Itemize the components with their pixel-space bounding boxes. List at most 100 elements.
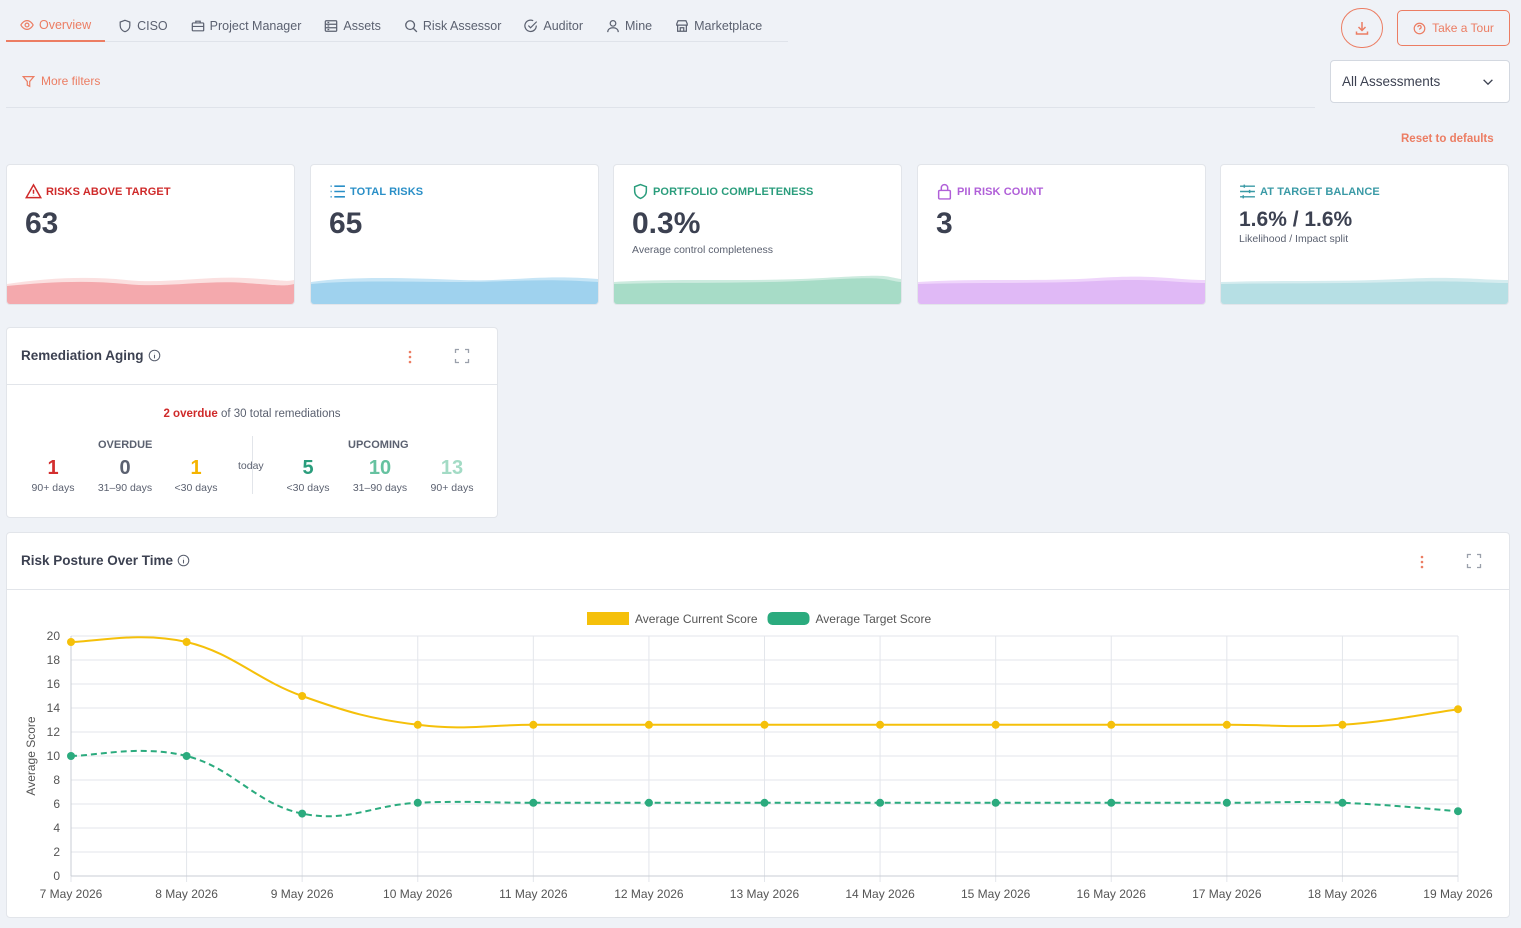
overdue-highlight: 2 overdue xyxy=(163,408,218,420)
x-tick-label: 10 May 2026 xyxy=(383,887,453,901)
server-icon xyxy=(325,19,338,32)
aging-summary: 2 overdue of 30 total remediations xyxy=(7,408,497,420)
shield-check-icon xyxy=(633,183,648,200)
aging-bucket-value: 1 xyxy=(47,457,59,479)
chevron-down-icon xyxy=(1483,78,1493,85)
x-tick-label: 14 May 2026 xyxy=(845,887,915,901)
data-point xyxy=(182,638,191,646)
check-circle-icon xyxy=(524,19,538,32)
tab-label: Overview xyxy=(39,18,92,32)
y-tick-label: 18 xyxy=(47,653,61,667)
tab-ciso[interactable]: CISO xyxy=(105,10,178,41)
panel-title: Risk Posture Over Time xyxy=(21,553,190,568)
aging-bucket-value: 13 xyxy=(440,457,464,479)
data-point xyxy=(529,798,538,807)
kpi-value: 1.6% / 1.6% xyxy=(1239,208,1353,231)
tab-auditor[interactable]: Auditor xyxy=(511,10,593,41)
tab-risk-assessor[interactable]: Risk Assessor xyxy=(391,10,512,41)
kebab-menu-icon[interactable] xyxy=(1416,553,1428,571)
tab-assets[interactable]: Assets xyxy=(311,10,391,41)
kebab-menu-icon[interactable] xyxy=(404,348,416,366)
briefcase-icon xyxy=(191,20,204,31)
x-tick-label: 17 May 2026 xyxy=(1192,887,1262,901)
kpi-label: RISKS ABOVE TARGET xyxy=(46,185,171,198)
kpi-total-risks[interactable]: TOTAL RISKS 65 xyxy=(310,164,599,305)
tab-marketplace[interactable]: Marketplace xyxy=(662,10,772,41)
kpi-value: 63 xyxy=(25,207,59,240)
kpi-pii-risk-count[interactable]: PII RISK COUNT 3 xyxy=(917,164,1206,305)
kpi-sparkline xyxy=(311,277,598,304)
download-button[interactable] xyxy=(1341,8,1383,48)
kpi-header: PORTFOLIO COMPLETENESS xyxy=(632,183,814,200)
more-filters-label: More filters xyxy=(41,74,101,88)
tab-label: Project Manager xyxy=(209,18,302,33)
sliders-icon xyxy=(1240,184,1255,199)
x-tick-label: 19 May 2026 xyxy=(1423,887,1493,901)
x-tick-label: 8 May 2026 xyxy=(155,887,218,901)
data-point xyxy=(1454,705,1462,714)
take-tour-label: Take a Tour xyxy=(1432,21,1494,35)
list-icon xyxy=(330,185,345,198)
today-divider xyxy=(252,436,253,494)
kpi-header: RISKS ABOVE TARGET xyxy=(25,183,171,200)
data-point xyxy=(1222,720,1231,729)
kpi-value: 65 xyxy=(329,207,363,240)
today-label: today xyxy=(238,460,264,472)
kpi-header: AT TARGET BALANCE xyxy=(1239,183,1380,200)
kpi-label: TOTAL RISKS xyxy=(350,185,424,198)
data-point xyxy=(644,798,653,807)
data-point xyxy=(876,720,885,729)
y-tick-label: 20 xyxy=(47,629,61,643)
aging-bucket-label: <30 days xyxy=(174,482,218,494)
assessment-select[interactable]: All Assessments xyxy=(1330,60,1510,103)
tab-label: Assets xyxy=(343,18,381,33)
aging-bucket-value: 5 xyxy=(302,457,314,479)
kpi-label: AT TARGET BALANCE xyxy=(1260,185,1380,198)
kpi-risks-above-target[interactable]: RISKS ABOVE TARGET 63 xyxy=(6,164,295,305)
remediation-aging-panel: Remediation Aging 2 overdue of 30 total … xyxy=(6,327,498,518)
tab-project-manager[interactable]: Project Manager xyxy=(178,10,312,41)
kpi-value: 3 xyxy=(936,207,953,240)
kpi-portfolio-completeness[interactable]: PORTFOLIO COMPLETENESS 0.3% Average cont… xyxy=(613,164,902,305)
aging-bucket-value: 10 xyxy=(368,457,392,479)
info-icon[interactable] xyxy=(177,554,190,567)
y-tick-label: 0 xyxy=(53,869,60,883)
more-filters-button[interactable]: More filters xyxy=(22,74,100,88)
x-tick-label: 18 May 2026 xyxy=(1308,887,1378,901)
data-point xyxy=(413,720,422,729)
tab-label: CISO xyxy=(137,18,168,33)
legend-label: Average Current Score xyxy=(635,612,758,626)
x-tick-label: 12 May 2026 xyxy=(614,887,684,901)
filter-divider xyxy=(6,107,1315,108)
aging-summary-rest: of 30 total remediations xyxy=(217,408,341,420)
tab-label: Mine xyxy=(625,18,653,33)
user-icon xyxy=(607,19,619,32)
kpi-header: TOTAL RISKS xyxy=(329,183,423,200)
expand-icon[interactable] xyxy=(1466,553,1482,569)
y-tick-label: 4 xyxy=(53,821,60,835)
data-point xyxy=(413,798,422,807)
download-icon xyxy=(1355,22,1369,35)
tab-mine[interactable]: Mine xyxy=(593,10,662,41)
aging-bucket-value: 1 xyxy=(190,457,202,479)
y-tick-label: 8 xyxy=(53,773,60,787)
overdue-group-label: OVERDUE xyxy=(98,439,153,451)
kpi-subtext: Likelihood / Impact split xyxy=(1239,233,1349,245)
reset-to-defaults-link[interactable]: Reset to defaults xyxy=(1401,133,1494,145)
x-tick-label: 16 May 2026 xyxy=(1077,887,1147,901)
kpi-value: 0.3% xyxy=(632,207,701,240)
panel-title-text: Remediation Aging xyxy=(21,348,144,363)
kpi-sparkline xyxy=(1221,277,1508,304)
take-tour-button[interactable]: Take a Tour xyxy=(1397,10,1510,46)
y-tick-label: 10 xyxy=(47,749,61,763)
legend-swatch xyxy=(767,612,810,625)
tab-overview[interactable]: Overview xyxy=(6,10,106,42)
aging-bucket-label: 31–90 days xyxy=(97,482,153,494)
info-icon[interactable] xyxy=(148,349,161,362)
tab-label: Marketplace xyxy=(694,18,763,33)
kpi-at-target-balance[interactable]: AT TARGET BALANCE 1.6% / 1.6% Likelihood… xyxy=(1220,164,1509,305)
search-icon xyxy=(404,19,418,32)
data-point xyxy=(67,638,75,646)
y-tick-label: 16 xyxy=(47,677,61,691)
expand-icon[interactable] xyxy=(454,348,470,364)
